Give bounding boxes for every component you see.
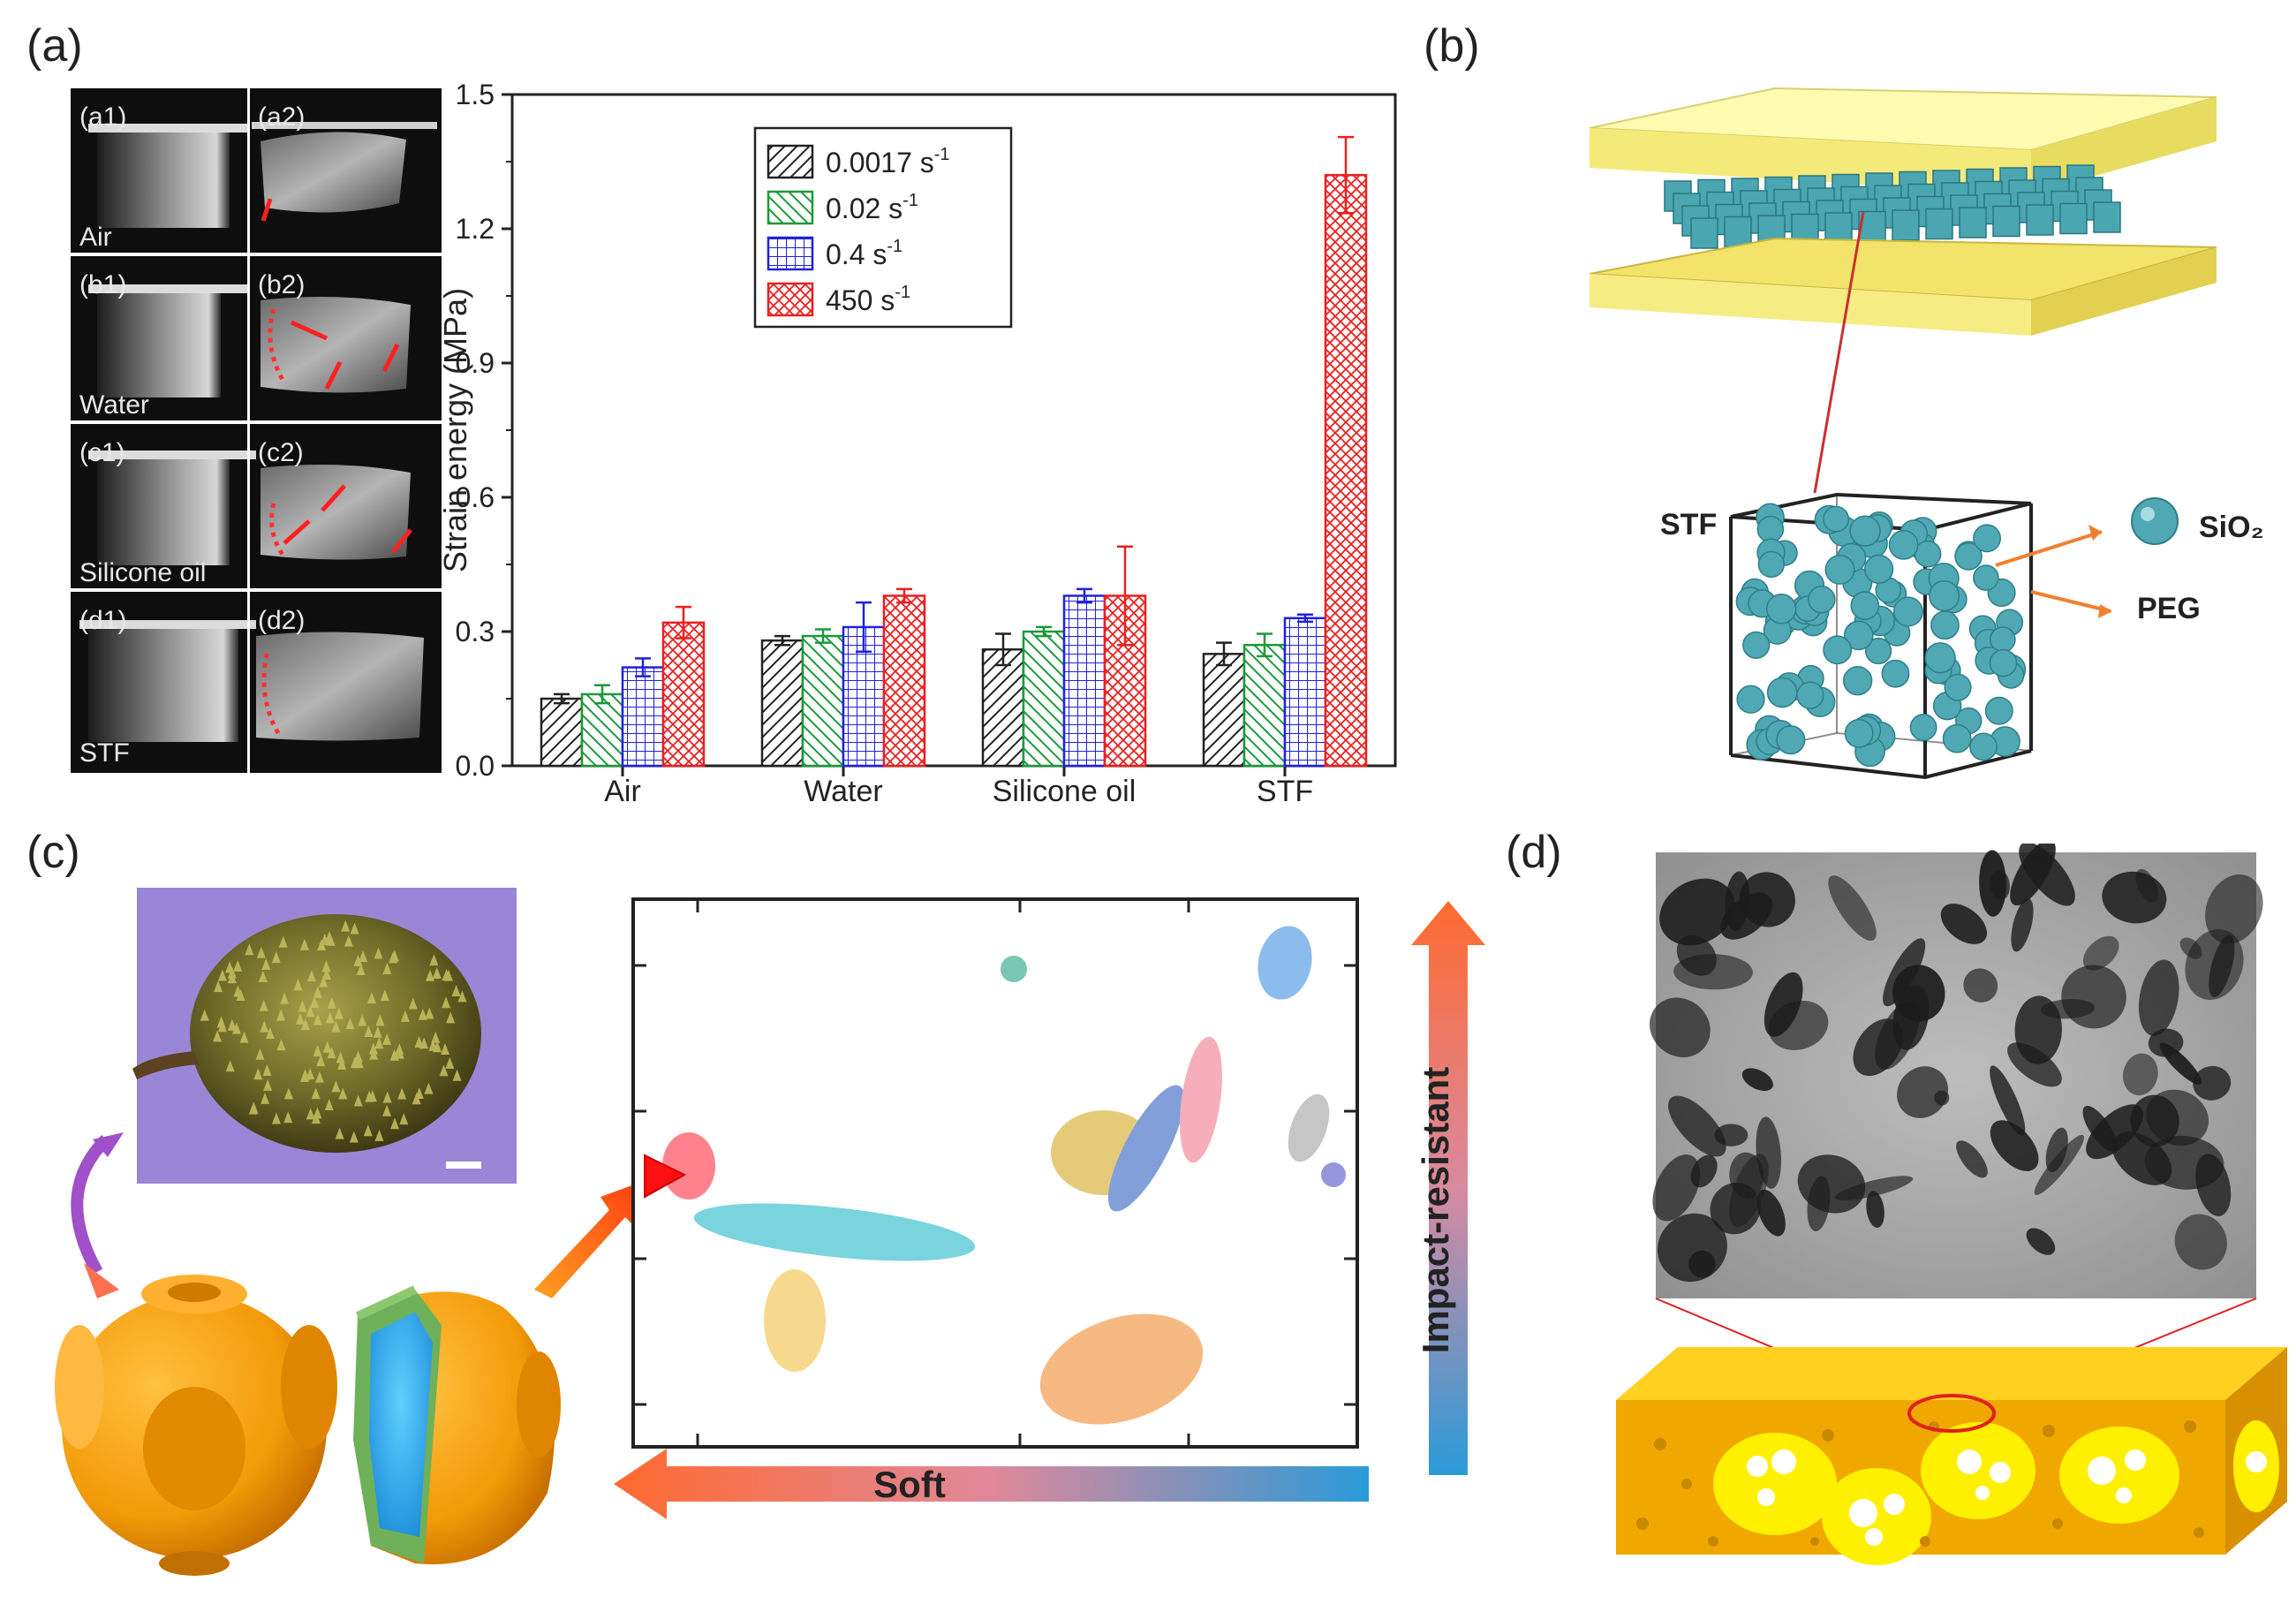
bar [842,625,886,768]
x-tick-label: STF [1257,775,1313,808]
bar [1062,594,1106,768]
x-tick-label: Water [804,775,882,808]
photo-label: (d2) [258,606,305,635]
photo-label: (a2) [258,102,305,132]
porous-foam-diagram [1616,844,2287,1565]
stf-structure-diagram: STF SiO₂ PEG [1589,87,2264,780]
y-tick-label: 0.6 [456,481,495,513]
soft-label: Soft [873,1464,946,1505]
panel-label-d: (d) [1506,827,1562,878]
photo-label: (d1) [79,606,126,635]
photo-label: (a1) [79,102,126,132]
bar [1242,643,1287,768]
bar [882,594,926,768]
bar [801,634,845,768]
legend-swatch [767,282,814,317]
panel-label-b: (b) [1424,20,1480,72]
y-axis-label: Strain energy (MPa) [437,288,473,572]
photo-strip: (a1) (a2) Air (b1) (b2) Water (c1) (c2) … [71,88,442,773]
impact-resistant-label: Impact-resistant [1415,1067,1456,1353]
bar [760,639,804,768]
y-tick-label: 0.9 [456,347,495,379]
photo-label: (c2) [258,438,304,467]
bar [580,693,624,768]
x-tick-label: Air [604,775,641,808]
legend-swatch [767,236,814,271]
y-tick-label: 0.0 [456,750,495,782]
photo-label: (c1) [79,438,125,467]
bar [1202,653,1246,768]
bar [1283,617,1327,768]
bar [981,648,1025,768]
sio2-label: SiO₂ [2199,511,2264,544]
photo-caption: Water [79,390,149,420]
strain-energy-chart: 0.0 0.3 0.6 0.9 1.2 1.5 Strain energy (MPa) Air… [437,79,1397,808]
photo-caption: Air [79,223,112,252]
bar [621,666,665,768]
photo-caption: STF [79,738,130,768]
bar [1022,630,1066,768]
bar [1324,173,1368,768]
legend-swatch [767,190,814,225]
panel-label-c: (c) [26,827,80,878]
y-tick-label: 1.2 [456,213,495,245]
photo-label: (b1) [79,270,126,299]
stf-label: STF [1660,508,1717,541]
durian-bioinspired-diagram: Soft Impact-resistant [55,888,1485,1576]
legend-label: 0.0017 s-1 [826,145,950,178]
photo-label: (b2) [258,270,305,299]
peg-label: PEG [2137,592,2201,625]
photo-caption: Silicone oil [79,558,206,587]
bar [540,697,584,768]
bar [661,621,706,768]
y-tick-label: 0.3 [456,616,495,647]
panel-label-a: (a) [26,20,83,72]
y-tick-label: 1.5 [456,79,495,110]
x-tick-label: Silicone oil [993,775,1137,808]
legend-swatch [767,144,814,179]
